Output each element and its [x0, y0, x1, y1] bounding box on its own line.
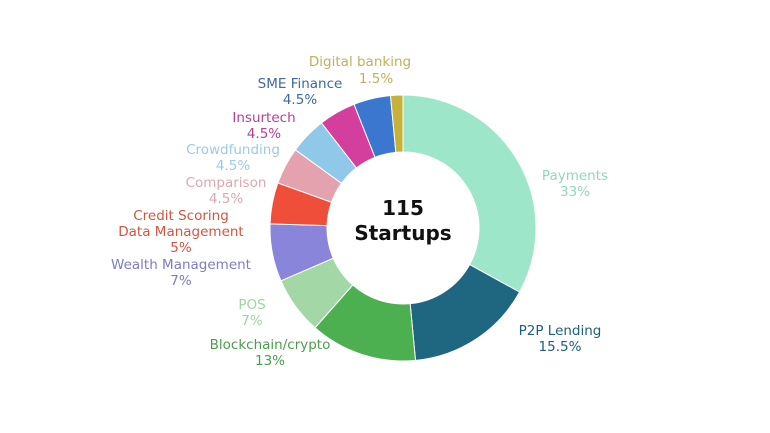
slice-label: Crowdfunding 4.5% [186, 142, 280, 174]
slice-label: SME Finance 4.5% [258, 76, 343, 108]
slice-label: POS 7% [238, 297, 265, 329]
slice-label-name: SME Finance [257, 76, 343, 92]
slice-label: Blockchain/crypto 13% [210, 337, 331, 369]
slice-label-name: P2P Lending [518, 323, 602, 339]
slice-label-value: 4.5% [215, 158, 251, 174]
slice-label-value: 7% [241, 313, 263, 329]
slice-label-name: POS [238, 297, 266, 313]
center-label: 115 Startups [354, 196, 451, 246]
slice-label: P2P Lending 15.5% [519, 323, 602, 355]
slice-label-value: 7% [170, 273, 192, 289]
slice-label-value: 4.5% [282, 92, 318, 108]
slice-payments [402, 94, 537, 293]
slice-label-value: 5% [170, 240, 192, 256]
slice-label: Comparison 4.5% [186, 175, 267, 207]
center-unit: Startups [354, 221, 452, 245]
slice-label-value: 13% [254, 353, 286, 369]
slice-digital-banking [389, 94, 404, 153]
slice-label: Insurtech 4.5% [232, 110, 295, 142]
slice-label: Payments 33% [542, 168, 608, 200]
slice-label-name: Data Management [118, 224, 244, 240]
slice-label: Digital banking 1.5% [308, 54, 412, 87]
slice-label-name: Digital banking [308, 54, 412, 70]
slice-label: Credit Scoring Data Management 5% [118, 208, 243, 256]
slice-label-value: 1.5% [358, 71, 394, 87]
slice-label-name: Insurtech [232, 110, 296, 126]
slice-label-name: Wealth Management [111, 257, 251, 273]
center-count: 115 [382, 196, 424, 220]
slice-label-value: 33% [559, 184, 591, 200]
slice-label-value: 4.5% [246, 126, 282, 142]
slice-label-name: Credit Scoring [133, 208, 229, 224]
slice-label-name: Payments [541, 168, 609, 184]
slice-label-name: Comparison [185, 175, 267, 191]
slice-label: Wealth Management 7% [111, 257, 251, 289]
slice-label-value: 15.5% [538, 339, 582, 355]
slice-label-name: Crowdfunding [186, 142, 280, 158]
slice-label-value: 4.5% [208, 191, 244, 207]
slice-label-name: Blockchain/crypto [209, 337, 331, 353]
